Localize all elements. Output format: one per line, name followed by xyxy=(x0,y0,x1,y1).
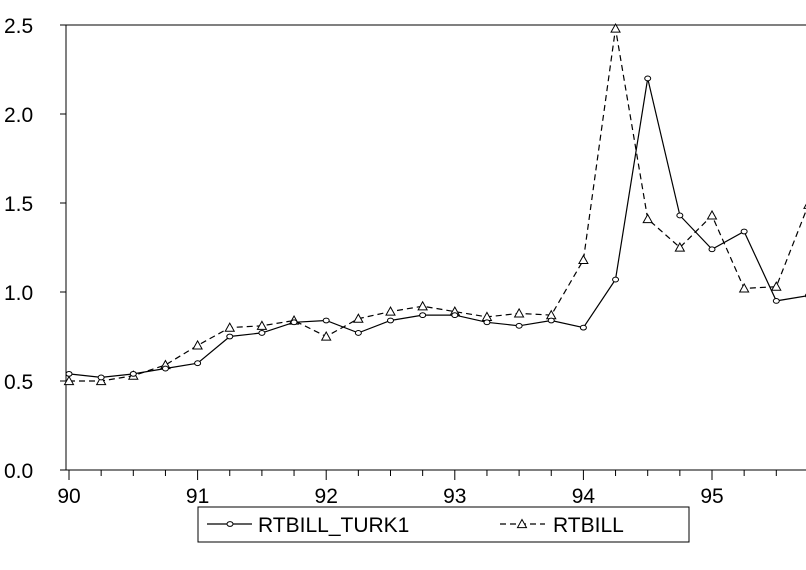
data-point-rtbill-turk1 xyxy=(129,370,137,377)
data-point-rtbill xyxy=(385,306,396,316)
data-point-rtbill-turk1 xyxy=(258,330,266,336)
data-point-rtbill xyxy=(610,23,621,33)
x-tick-label: 93 xyxy=(443,485,466,508)
data-point-rtbill-turk1 xyxy=(65,370,73,377)
data-point-rtbill xyxy=(803,203,806,209)
data-point-rtbill xyxy=(674,241,686,252)
data-point-rtbill-turk1 xyxy=(161,365,169,372)
data-point-rtbill xyxy=(642,213,654,224)
data-point-rtbill-turk1 xyxy=(740,228,748,235)
y-tick-label: 0.0 xyxy=(4,460,33,483)
plot-frame xyxy=(65,24,806,471)
y-tick-label: 1.0 xyxy=(4,282,33,305)
data-point-rtbill-turk1 xyxy=(194,360,202,367)
legend-marker-rtbill xyxy=(516,518,528,529)
data-point-rtbill-turk1 xyxy=(290,319,298,326)
legend-label: RTBILL xyxy=(553,514,624,537)
y-tick-label: 0.5 xyxy=(4,371,33,394)
data-point-rtbill xyxy=(63,375,75,386)
data-point-rtbill-turk1 xyxy=(419,312,427,319)
data-point-rtbill xyxy=(513,307,525,318)
y-tick-label: 2.0 xyxy=(4,104,33,127)
series-rtbill xyxy=(63,23,806,386)
y-axis: 0.0 0.5 1.0 1.5 2.0 2.5 xyxy=(4,15,66,483)
data-point-rtbill-turk1 xyxy=(676,212,684,219)
series-line-rtbill xyxy=(69,28,806,382)
legend-marker-rtbill-turk1 xyxy=(226,521,234,527)
x-tick-label: 94 xyxy=(572,485,596,508)
legend-label: RTBILL_TURK1 xyxy=(258,514,409,537)
data-point-rtbill-turk1 xyxy=(644,75,652,82)
data-point-rtbill xyxy=(417,300,428,311)
series-layer xyxy=(63,23,806,386)
data-point-rtbill xyxy=(738,282,750,293)
x-axis: 909192939495969798990001 xyxy=(57,470,777,508)
data-point-rtbill-turk1 xyxy=(322,317,330,324)
data-point-rtbill xyxy=(578,254,589,265)
data-point-rtbill xyxy=(224,322,236,332)
data-point-rtbill-turk1 xyxy=(354,330,362,336)
data-point-rtbill xyxy=(706,209,718,220)
data-point-rtbill-turk1 xyxy=(515,322,523,329)
legend: RTBILL_TURK1 RTBILL xyxy=(197,506,690,543)
data-point-rtbill-turk1 xyxy=(612,276,620,283)
x-tick-label: 95 xyxy=(700,485,723,508)
data-point-rtbill-turk1 xyxy=(226,333,234,340)
series-rtbill-turk1 xyxy=(65,75,806,381)
data-point-rtbill-turk1 xyxy=(451,312,459,319)
x-tick-label: 92 xyxy=(315,485,338,508)
data-point-rtbill-turk1 xyxy=(547,317,555,324)
legend-box xyxy=(197,506,690,543)
x-tick-label: 91 xyxy=(186,485,209,508)
data-point-rtbill-turk1 xyxy=(772,298,780,304)
data-point-rtbill xyxy=(353,313,364,323)
data-point-rtbill-turk1 xyxy=(483,319,491,326)
data-point-rtbill-turk1 xyxy=(387,317,394,324)
data-point-rtbill xyxy=(95,375,107,386)
y-tick-label: 1.5 xyxy=(4,193,33,216)
series-line-rtbill-turk1 xyxy=(68,78,806,379)
data-point-rtbill-turk1 xyxy=(708,246,716,253)
data-point-rtbill-turk1 xyxy=(97,374,105,381)
data-point-rtbill xyxy=(320,330,332,341)
data-point-rtbill xyxy=(770,281,782,291)
data-point-rtbill xyxy=(192,339,203,350)
y-tick-label: 2.5 xyxy=(4,15,33,38)
x-tick-label: 90 xyxy=(57,485,80,508)
data-point-rtbill xyxy=(256,320,268,330)
data-point-rtbill-turk1 xyxy=(579,324,587,331)
